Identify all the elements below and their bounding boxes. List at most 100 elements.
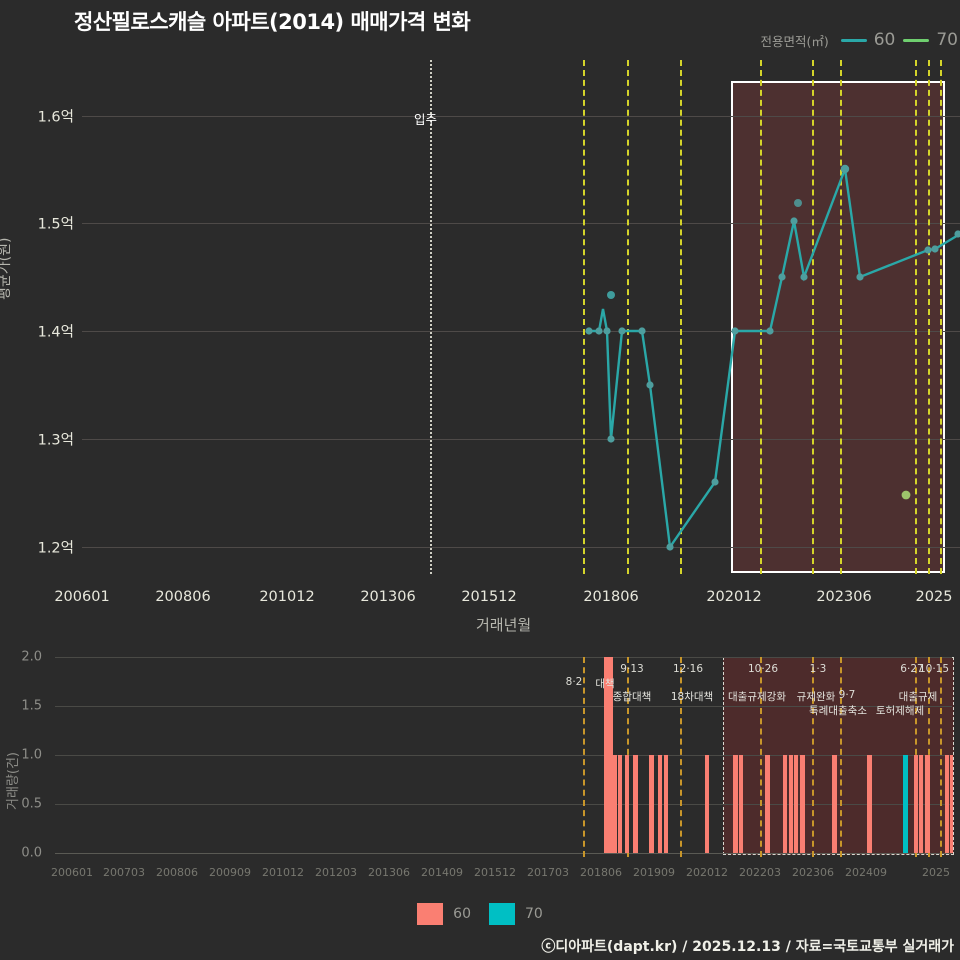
policy-vline: [627, 60, 629, 574]
highlight-region-box: [731, 81, 945, 573]
volume-bar: [945, 755, 949, 853]
policy-annotation-name: 규제완화: [796, 691, 836, 703]
x-axis-tick-volume: 2025: [922, 866, 950, 879]
policy-annotation-date: 8·2: [565, 676, 583, 688]
y-axis-tick-volume: 2.0: [21, 649, 42, 665]
policy-annotation-date: 9·7: [838, 689, 856, 701]
gridline: [82, 331, 960, 332]
policy-vline-low: [680, 657, 682, 857]
x-axis-tick-volume: 202012: [686, 866, 728, 879]
legend-bottom-text-70: 70: [525, 906, 543, 922]
footer-credit: ⓒ디아파트(dapt.kr) / 2025.12.13 / 자료=국토교통부 실…: [541, 939, 954, 955]
volume-bar: [914, 755, 918, 853]
y-axis-tick-volume: 1.0: [21, 747, 42, 763]
gridline: [55, 853, 952, 854]
price-point: [595, 327, 603, 335]
gridline: [55, 804, 952, 805]
policy-vline: [583, 60, 585, 574]
occupancy-vline: [430, 60, 432, 574]
legend-swatch-60: [840, 38, 867, 42]
price-point: [766, 327, 774, 335]
x-axis-tick-volume: 201012: [262, 866, 304, 879]
legend-top: 전용면적(㎡) 60 70: [760, 30, 960, 50]
volume-bar: [832, 755, 837, 853]
volume-bar: [604, 657, 610, 853]
volume-bar: [794, 755, 798, 853]
price-point: [778, 273, 786, 281]
policy-annotation-date: 12·16: [672, 663, 704, 675]
legend-bottom-item-70[interactable]: 70: [489, 903, 543, 925]
legend-top-label: 전용면적(㎡): [760, 33, 829, 49]
y-axis-label-volume: 거래량(건): [6, 752, 21, 810]
legend-bottom-swatch-60: [417, 903, 444, 925]
y-axis-tick-volume: 0.5: [21, 796, 42, 812]
legend-swatch-70: [903, 38, 930, 42]
price-point: [666, 543, 674, 551]
price-point: [585, 327, 593, 335]
legend-bottom-item-60[interactable]: 60: [417, 903, 471, 925]
y-axis-label-main: 평균가(원): [0, 237, 13, 300]
volume-bar: [608, 657, 613, 853]
policy-vline: [680, 60, 682, 574]
price-point: [638, 327, 646, 335]
policy-annotation-name: 대출규제: [898, 691, 938, 703]
x-axis-tick-volume: 200909: [209, 866, 251, 879]
x-axis-tick-volume: 201806: [580, 866, 622, 879]
policy-annotation-date: 10·15: [918, 663, 950, 675]
gridline: [82, 223, 960, 224]
policy-vline: [812, 60, 814, 574]
volume-bar-70: [903, 755, 908, 853]
volume-bar: [649, 755, 654, 853]
volume-bar: [633, 755, 638, 853]
policy-annotation-name: 토허제해제: [875, 705, 925, 717]
x-axis-tick-volume: 201909: [633, 866, 675, 879]
x-axis-tick-volume: 201703: [527, 866, 569, 879]
x-axis-tick-volume: 202203: [739, 866, 781, 879]
price-scatter-70: [901, 490, 911, 500]
volume-bar: [618, 755, 622, 853]
legend-bottom-text-60: 60: [453, 906, 471, 922]
x-axis-tick-main: 201512: [461, 589, 517, 605]
legend-top-item-70[interactable]: 70: [903, 30, 958, 50]
price-point: [856, 273, 864, 281]
price-point: [646, 381, 654, 389]
price-point: [931, 245, 939, 253]
occupancy-label: 입주: [414, 112, 438, 127]
y-axis-tick-main: 1.2억: [37, 540, 74, 557]
volume-bar: [919, 755, 923, 853]
policy-vline: [760, 60, 762, 574]
x-axis-tick-main: 201012: [259, 589, 315, 605]
page-title: 정산필로스캐슬 아파트(2014) 매매가격 변화: [74, 10, 471, 34]
policy-vline: [840, 60, 842, 574]
gridline: [82, 116, 960, 117]
x-axis-tick-volume: 200703: [103, 866, 145, 879]
y-axis-tick-volume: 0.0: [21, 845, 42, 861]
price-point: [731, 327, 739, 335]
y-axis-tick-main: 1.3억: [37, 432, 74, 449]
y-axis-tick-main: 1.5억: [37, 216, 74, 233]
volume-chart-plot-area: [55, 657, 954, 857]
price-scatter-outlier: [607, 291, 615, 299]
gridline: [55, 706, 952, 707]
policy-vline-low: [812, 657, 814, 857]
policy-vline: [928, 60, 930, 574]
policy-vline-low: [583, 657, 585, 857]
price-chart-plot-area: 입주: [82, 60, 960, 574]
legend-top-item-60[interactable]: 60: [840, 30, 895, 50]
volume-bar: [789, 755, 793, 853]
x-axis-tick-volume: 201306: [368, 866, 410, 879]
legend-top-text-70: 70: [936, 30, 958, 50]
x-axis-tick-main: 201306: [360, 589, 416, 605]
legend-bottom: 60 70: [0, 903, 960, 925]
x-axis-tick-main: 202306: [816, 589, 872, 605]
volume-bar: [705, 755, 709, 853]
policy-annotation-name: 대출규제강화: [728, 691, 786, 703]
x-axis-label-main: 거래년월: [476, 616, 532, 634]
volume-bar: [611, 755, 617, 853]
x-axis-tick-main: 202012: [706, 589, 762, 605]
price-point: [618, 327, 626, 335]
price-point: [607, 435, 615, 443]
policy-annotation-date: 1·3: [809, 663, 827, 675]
y-axis-tick-main: 1.4억: [37, 324, 74, 341]
x-axis-tick-main: 2025: [915, 589, 953, 605]
